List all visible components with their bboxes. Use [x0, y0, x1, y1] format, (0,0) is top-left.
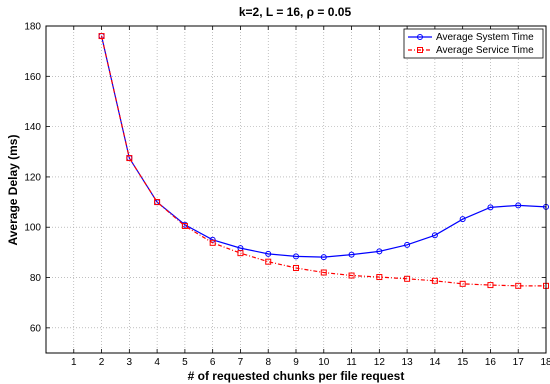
data-point-average-system-time: [459, 216, 466, 223]
x-tick-label: 14: [429, 357, 441, 368]
x-tick-labels: 1 2 3 4 5 6 7 8 9 10 11 12 13 14 15 16 17 18: [71, 357, 550, 368]
grid-lines: [46, 25, 547, 353]
x-tick-label: 13: [402, 357, 414, 368]
x-tick-label: 18: [540, 357, 550, 368]
data-point-average-service-time: [181, 222, 188, 229]
plot-frame: [45, 25, 547, 354]
legend-item-service-time: Average Service Time: [408, 45, 534, 56]
y-tick-labels: 60 80 100 120 140 160 180: [24, 22, 41, 335]
x-tick-label: 12: [374, 357, 386, 368]
x-axis-label: # of requested chunks per file request: [188, 369, 405, 383]
legend-label-system-time: Average System Time: [436, 32, 534, 43]
data-point-average-service-time: [459, 280, 466, 287]
y-tick-label: 100: [24, 223, 41, 234]
data-point-average-service-time: [265, 258, 272, 265]
legend: Average System Time Average Service Time: [403, 28, 544, 59]
x-tick-label: 8: [265, 357, 271, 368]
legend-label-service-time: Average Service Time: [436, 45, 534, 56]
series-line-average-service-time: [100, 35, 546, 287]
data-point-average-system-time: [265, 250, 272, 257]
legend-marker-system-time: [417, 34, 423, 40]
y-tick-label: 180: [24, 22, 41, 33]
x-tick-label: 9: [293, 357, 299, 368]
data-point-average-service-time: [404, 275, 411, 282]
data-point-average-system-time: [431, 232, 438, 239]
x-tick-label: 11: [346, 357, 357, 368]
y-tick-label: 160: [24, 72, 41, 83]
data-point-average-system-time: [404, 241, 411, 248]
data-point-average-service-time: [98, 33, 105, 40]
data-point-average-service-time: [431, 277, 438, 284]
data-point-average-system-time: [348, 251, 355, 258]
legend-item-system-time: Average System Time: [408, 32, 534, 43]
data-point-average-system-time: [515, 202, 522, 209]
plot-area: [46, 26, 546, 353]
x-tick-label: 6: [210, 357, 216, 368]
data-point-average-service-time: [487, 282, 494, 289]
x-tick-label: 4: [154, 357, 160, 368]
x-tick-label: 1: [71, 357, 77, 368]
x-tick-label: 17: [513, 357, 525, 368]
data-point-average-service-time: [126, 155, 133, 162]
data-point-average-service-time: [376, 274, 383, 281]
y-tick-label: 140: [24, 122, 41, 133]
legend-box: [403, 28, 544, 59]
x-tick-label: 16: [485, 357, 497, 368]
y-tick-label: 60: [30, 323, 42, 334]
data-point-average-service-time: [320, 269, 327, 276]
data-point-average-service-time: [293, 264, 299, 271]
data-point-average-service-time: [154, 199, 161, 206]
axis-ticks: [46, 25, 547, 353]
data-point-average-service-time: [515, 282, 522, 289]
y-tick-label: 120: [24, 172, 41, 183]
x-tick-label: 2: [99, 357, 105, 368]
x-tick-label: 15: [457, 357, 469, 368]
series-line-average-system-time: [100, 35, 547, 258]
data-point-average-service-time: [209, 239, 216, 246]
data-series: [98, 33, 549, 289]
x-tick-label: 5: [182, 357, 188, 368]
data-point-average-system-time: [320, 254, 327, 261]
x-tick-label: 7: [238, 357, 244, 368]
chart-title: k=2, L = 16, ρ = 0.05: [239, 5, 352, 19]
data-point-average-service-time: [348, 272, 355, 279]
data-point-average-system-time: [376, 248, 383, 255]
y-tick-label: 80: [30, 273, 42, 284]
legend-marker-service-time: [417, 47, 423, 53]
data-point-average-system-time: [487, 204, 494, 211]
y-axis-label: Average Delay (ms): [6, 135, 20, 246]
x-tick-label: 10: [318, 357, 330, 368]
x-tick-label: 3: [127, 357, 133, 368]
data-point-average-service-time: [237, 250, 244, 257]
data-point-average-system-time: [293, 253, 299, 260]
